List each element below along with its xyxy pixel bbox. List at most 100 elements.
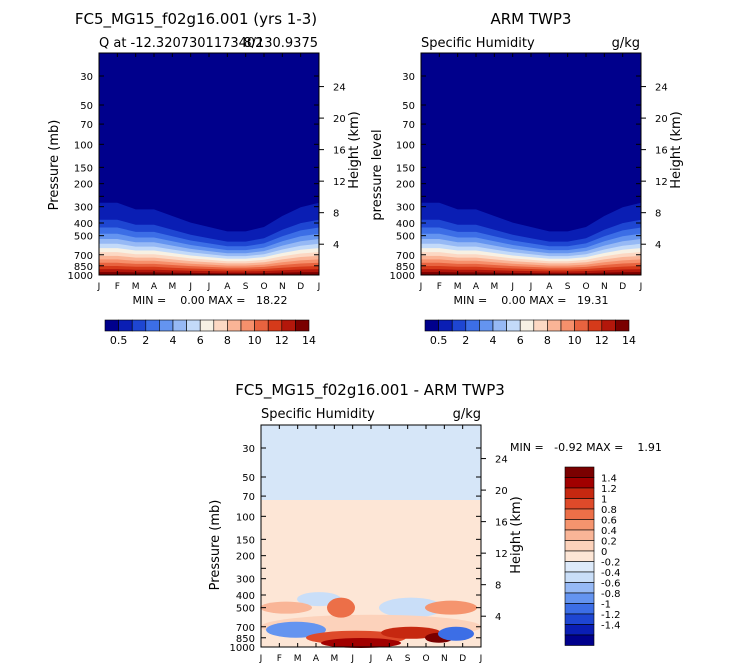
x-tick-label: O xyxy=(582,282,589,292)
y-tick-label: 200 xyxy=(74,180,93,191)
contour-blob xyxy=(425,600,477,615)
x-tick-label: M xyxy=(330,654,338,664)
y-tick-label: 300 xyxy=(396,203,415,214)
colorbar-label: 1.2 xyxy=(601,484,617,495)
y-tick-label: 850 xyxy=(236,634,255,645)
colorbar-label: 6 xyxy=(517,334,524,347)
diff-band-upper xyxy=(261,425,481,501)
height-tick-label: 16 xyxy=(655,146,668,157)
colorbar-swatch xyxy=(295,319,310,332)
panel-obs-subtitle-left: Specific Humidity xyxy=(421,36,535,51)
panel-model-height-label: Height (km) xyxy=(347,111,362,188)
y-tick-label: 70 xyxy=(80,120,93,131)
panel-model-stats: MIN = 0.00 MAX = 18.22 xyxy=(133,294,288,307)
x-tick-label: S xyxy=(405,654,411,664)
colorbar-label: 2 xyxy=(462,334,469,347)
colorbar-swatch xyxy=(564,624,595,636)
height-tick-label: 12 xyxy=(655,177,668,188)
colorbar-swatch xyxy=(564,519,595,531)
colorbar-swatch xyxy=(145,319,160,332)
x-tick-label: S xyxy=(565,282,571,292)
x-tick-label: J xyxy=(369,654,373,664)
colorbar-swatch xyxy=(533,319,548,332)
contour-blob xyxy=(381,626,441,639)
colorbar-label: 14 xyxy=(622,334,636,347)
y-tick-label: 30 xyxy=(80,72,93,83)
colorbar-swatch xyxy=(574,319,589,332)
x-tick-label: N xyxy=(441,654,448,664)
x-tick-label: M xyxy=(454,282,462,292)
height-tick-label: 16 xyxy=(333,146,346,157)
panel-obs-ylabel: pressure level xyxy=(370,129,385,220)
y-tick-label: 850 xyxy=(396,262,415,273)
colorbar-swatch xyxy=(186,319,201,332)
colorbar-swatch xyxy=(159,319,174,332)
colorbar-swatch xyxy=(564,561,595,573)
x-tick-label: N xyxy=(601,282,608,292)
colorbar-label: 8 xyxy=(224,334,231,347)
colorbar-model: 0.5 2 4 6 8 10 12 14 xyxy=(104,319,316,347)
colorbar-label: 1 xyxy=(601,495,607,506)
x-tick-label: D xyxy=(459,654,466,664)
panel-diff-height-label: Height (km) xyxy=(509,496,524,573)
height-tick-label: 12 xyxy=(495,549,508,560)
x-tick-label: J xyxy=(97,282,101,292)
x-tick-label: F xyxy=(115,282,120,292)
panel-model: FC5_MG15_f02g16.001 (yrs 1-3) Q at -12.3… xyxy=(47,10,362,347)
colorbar-label: 0.5 xyxy=(430,334,448,347)
x-tick-label: J xyxy=(188,282,192,292)
colorbar-label: 1.4 xyxy=(601,474,617,485)
contour-blob xyxy=(327,597,355,618)
colorbar-label: 10 xyxy=(248,334,262,347)
x-tick-label: D xyxy=(619,282,626,292)
colorbar-label: 0.2 xyxy=(601,537,617,548)
panel-diff-subtitle-left: Specific Humidity xyxy=(261,407,375,422)
colorbar-swatch xyxy=(564,634,595,646)
height-tick-label: 12 xyxy=(333,177,346,188)
colorbar-swatch xyxy=(564,487,595,499)
height-tick-label: 16 xyxy=(495,518,508,529)
y-tick-label: 50 xyxy=(242,473,255,484)
contour-blob xyxy=(266,621,326,638)
colorbar-obs: 0.5 2 4 6 8 10 12 14 xyxy=(424,319,636,347)
panel-diff-stats: MIN = -0.92 MAX = 1.91 xyxy=(510,441,662,454)
x-tick-label: M xyxy=(132,282,140,292)
y-tick-label: 100 xyxy=(236,512,255,523)
y-tick-label: 850 xyxy=(74,262,93,273)
x-tick-label: A xyxy=(151,282,158,292)
y-tick-label: 100 xyxy=(396,140,415,151)
height-tick-label: 8 xyxy=(333,209,339,220)
colorbar-swatch xyxy=(564,508,595,520)
colorbar-swatch xyxy=(227,319,242,332)
height-tick-label: 20 xyxy=(655,114,668,125)
colorbar-swatch xyxy=(564,498,595,510)
colorbar-swatch xyxy=(506,319,521,332)
panel-diff-ylabel: Pressure (mb) xyxy=(208,500,223,591)
y-tick-label: 400 xyxy=(74,219,93,230)
y-tick-label: 500 xyxy=(236,604,255,615)
colorbar-swatch xyxy=(564,571,595,583)
contour-blob xyxy=(321,638,401,648)
colorbar-swatch xyxy=(564,529,595,541)
colorbar-label: -0.8 xyxy=(601,589,621,600)
panel-obs-height-label: Height (km) xyxy=(669,111,684,188)
x-tick-label: J xyxy=(479,654,483,664)
colorbar-label: -1.2 xyxy=(601,610,621,621)
y-tick-label: 70 xyxy=(402,120,415,131)
colorbar-label: 0 xyxy=(601,547,607,558)
y-tick-label: 700 xyxy=(396,251,415,262)
colorbar-label: 0.8 xyxy=(601,505,617,516)
colorbar-swatch xyxy=(104,319,119,332)
colorbar-swatch xyxy=(519,319,535,332)
panel-obs-subtitle-right: g/kg xyxy=(612,36,640,51)
colorbar-swatch xyxy=(492,319,507,332)
x-tick-label: J xyxy=(317,282,321,292)
panel-diff-title: FC5_MG15_f02g16.001 - ARM TWP3 xyxy=(235,381,505,400)
colorbar-label: -1 xyxy=(601,600,611,611)
x-tick-label: J xyxy=(529,282,533,292)
panel-model-subtitle-right: 8/130.9375 xyxy=(243,36,318,51)
colorbar-label: 10 xyxy=(568,334,582,347)
height-tick-label: 8 xyxy=(495,581,501,592)
